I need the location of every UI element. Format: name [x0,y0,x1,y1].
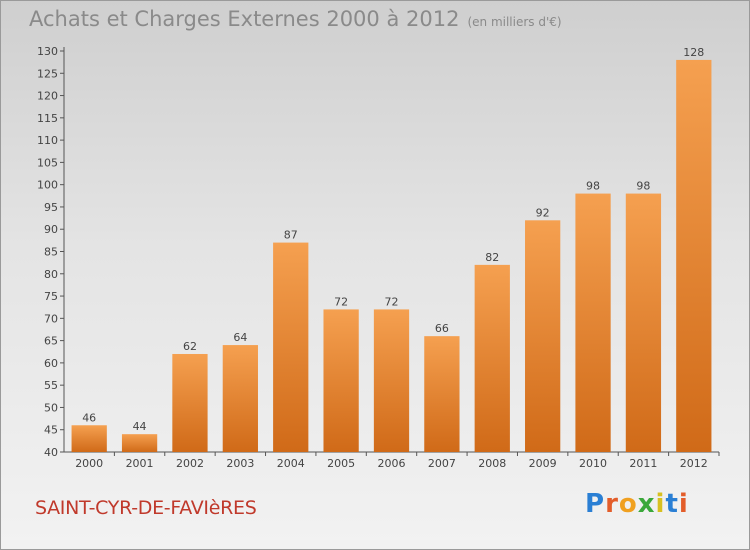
bar [525,220,561,452]
bar [222,345,258,452]
labels: 2000 46 2001 44 2002 62 2003 64 2004 87 2005 72 2006… [75,46,708,470]
data-label: 72 [334,295,348,308]
x-tick-label: 2010 [579,457,607,470]
x-tick-label: 2012 [680,457,708,470]
bar [676,59,712,453]
y-tick-label: 100 [37,179,58,192]
bar [474,264,510,452]
chart-subtitle: (en milliers d'€) [467,15,562,29]
proxiti-logo[interactable]: Proxiti [585,489,689,519]
data-label: 98 [586,180,600,193]
bar [323,309,359,452]
x-tick-label: 2006 [378,457,406,470]
y-tick-label: 80 [44,268,58,281]
data-label: 62 [183,340,197,353]
bar [625,193,662,453]
bar [273,242,309,452]
data-label: 46 [82,411,96,424]
logo-letter: x [637,489,656,519]
data-label: 66 [435,322,449,335]
x-tick-label: 2008 [478,457,506,470]
y-tick-label: 115 [37,112,58,125]
data-label: 44 [133,420,147,433]
logo-letter: P [585,489,606,519]
x-tick-label: 2009 [529,457,557,470]
y-tick-label: 105 [37,156,58,169]
bars [71,59,712,453]
bar [172,353,208,452]
y-tick-label: 125 [37,67,58,80]
y-tick-label: 45 [44,424,58,437]
y-tick-label: 50 [44,401,58,414]
y-tick-label: 65 [44,335,58,348]
x-tick-label: 2005 [327,457,355,470]
y-tick-label: 70 [44,312,58,325]
logo-letter: i [655,489,666,519]
x-tick-label: 2001 [126,457,154,470]
y-tick-label: 95 [44,201,58,214]
data-label: 87 [284,229,298,242]
x-tick-label: 2011 [629,457,657,470]
axes: 40 45 50 55 60 65 70 75 80 85 90 95 100 105 110 115 120 1… [37,45,720,459]
y-tick-label: 60 [44,357,58,370]
y-tick-label: 85 [44,246,58,259]
chart-title-text: Achats et Charges Externes 2000 à 2012 [29,7,460,31]
bar [373,309,410,452]
data-label: 98 [636,180,650,193]
y-tick-label: 55 [44,379,58,392]
y-tick-label: 90 [44,223,58,236]
chart-title: Achats et Charges Externes 2000 à 2012 (e… [29,7,562,31]
data-label: 72 [385,295,399,308]
x-tick-label: 2002 [176,457,204,470]
bar [71,425,107,452]
x-tick-label: 2004 [277,457,305,470]
y-tick-label: 40 [44,446,58,459]
y-tick-label: 75 [44,290,58,303]
logo-letter: i [678,489,689,519]
y-tick-label: 130 [37,45,58,58]
x-tick-label: 2007 [428,457,456,470]
x-tick-label: 2003 [226,457,254,470]
logo-letter: o [618,489,638,519]
bar [121,434,158,452]
y-tick-label: 120 [37,90,58,103]
data-label: 64 [233,331,247,344]
commune-name: SAINT-CYR-DE-FAVIèRES [35,497,257,519]
logo-letter: r [605,489,619,519]
x-tick-label: 2000 [75,457,103,470]
data-label: 128 [683,46,704,59]
y-tick-label: 110 [37,134,58,147]
data-label: 82 [485,251,499,264]
logo-letter: t [665,489,679,519]
data-label: 92 [536,206,550,219]
bar [575,193,611,453]
bar [424,336,460,452]
